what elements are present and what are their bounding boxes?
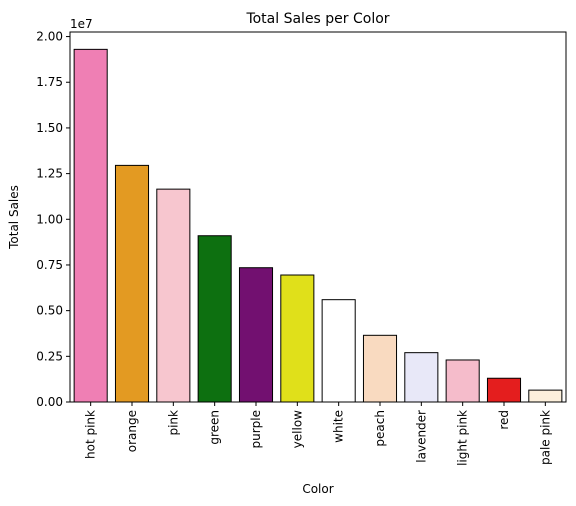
y-axis-label: Total Sales (7, 185, 21, 250)
x-tick-label: white (332, 410, 346, 443)
x-tick-label: orange (125, 410, 139, 452)
bar-hot-pink (73, 48, 108, 403)
y-tick-label: 0.00 (36, 395, 63, 409)
y-tick-label: 2.00 (36, 30, 63, 44)
y-tick-label: 1.75 (36, 75, 63, 89)
bar-purple (238, 267, 274, 403)
x-tick-label: pale pink (538, 410, 552, 465)
x-tick-label: red (497, 410, 511, 430)
bar-green (197, 235, 232, 403)
x-tick-label: light pink (456, 410, 470, 466)
bar-white (321, 299, 356, 403)
bar-light-pink (445, 359, 480, 403)
chart-title: Total Sales per Color (245, 11, 389, 27)
y-tick-label: 1.00 (36, 212, 63, 226)
bar-yellow (280, 274, 315, 403)
plot-frame (69, 31, 567, 403)
x-tick-label: lavender (414, 410, 428, 463)
bar-pink (156, 188, 191, 403)
bar-peach (362, 334, 398, 403)
x-tick-label: peach (373, 410, 387, 447)
bars-group (73, 48, 563, 403)
bar-lavender (404, 352, 439, 403)
y-tick-label: 0.75 (36, 258, 63, 272)
bar-pale-pink (528, 389, 563, 403)
y-axis-ticks: 0.00 0.25 0.50 0.75 1.00 1.25 1.50 1.75 2.00 (36, 30, 70, 409)
bar-orange (114, 164, 150, 403)
y-offset-label: 1e7 (70, 17, 93, 31)
x-tick-label: yellow (290, 410, 304, 448)
x-tick-label: purple (249, 410, 263, 449)
y-tick-label: 0.50 (36, 304, 63, 318)
bar-red (486, 377, 522, 403)
y-tick-label: 1.25 (36, 167, 63, 181)
x-tick-label: green (208, 410, 222, 445)
x-axis-label: Color (302, 482, 333, 496)
x-tick-label: hot pink (84, 410, 98, 459)
x-axis-ticks: hot pink orange pink green purple yellow white… (84, 402, 552, 466)
y-tick-label: 0.25 (36, 349, 63, 363)
y-tick-label: 1.50 (36, 121, 63, 135)
x-tick-label: pink (166, 410, 180, 436)
